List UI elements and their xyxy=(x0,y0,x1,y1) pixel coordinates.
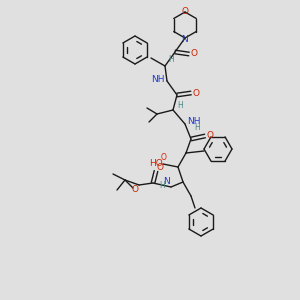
Text: H: H xyxy=(159,182,165,190)
Text: H: H xyxy=(177,100,183,109)
Text: N: N xyxy=(182,34,188,43)
Text: H: H xyxy=(194,124,200,133)
Text: HO: HO xyxy=(149,158,163,167)
Text: H: H xyxy=(168,56,174,64)
Text: O: O xyxy=(182,7,188,16)
Text: O: O xyxy=(193,88,200,98)
Text: O: O xyxy=(161,154,167,163)
Text: O: O xyxy=(190,50,197,58)
Text: O: O xyxy=(157,163,164,172)
Text: NH: NH xyxy=(187,116,201,125)
Text: O: O xyxy=(206,131,214,140)
Text: NH: NH xyxy=(151,76,165,85)
Text: N: N xyxy=(163,176,170,185)
Text: O: O xyxy=(131,184,139,194)
